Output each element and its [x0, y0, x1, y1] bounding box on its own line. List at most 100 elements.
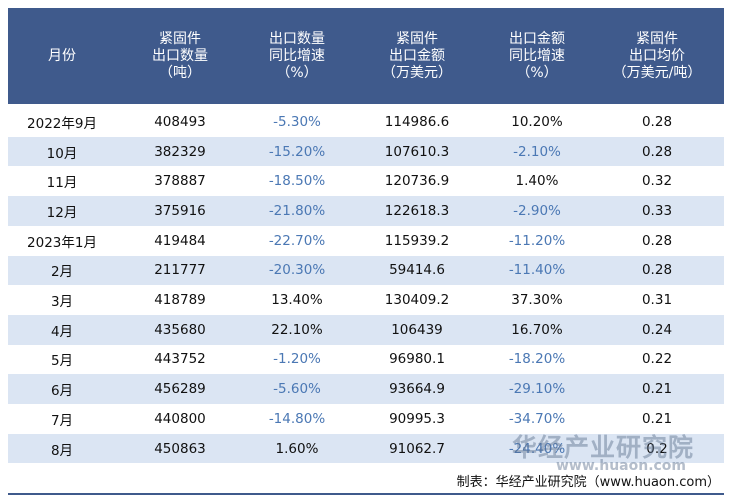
table-cell: -21.80% [268, 202, 326, 219]
table-cell: 0.21 [641, 410, 673, 427]
header-cell: 紧固件 出口均价 （万美元/吨） [592, 8, 722, 104]
table-row: 5月 443752 -1.20% 96980.1 -18.20% 0.22 [8, 345, 724, 375]
header-line: 出口金额 [509, 30, 565, 47]
header-line: （吨） [159, 64, 201, 81]
table-cell: 59414.6 [389, 262, 445, 279]
table-cell: 0.2 [646, 440, 668, 457]
table-cell: 96980.1 [389, 351, 445, 368]
table-cell: 418789 [154, 292, 206, 309]
table-cell: 4月 [50, 323, 74, 340]
table-cell: 3月 [50, 294, 74, 311]
table-cell: 443752 [154, 351, 206, 368]
header-line: 出口数量 [269, 30, 325, 47]
table-cell: 37.30% [511, 292, 563, 309]
table-cell: 0.31 [641, 292, 673, 309]
header-line: 同比增速 [509, 47, 565, 64]
header-line: 月份 [48, 47, 76, 64]
table-cell: 13.40% [271, 292, 323, 309]
table-cell: 0.28 [641, 113, 673, 130]
table-cell: 5月 [50, 353, 74, 370]
table-cell: -2.10% [513, 143, 561, 160]
table-cell: 382329 [154, 143, 206, 160]
header-line: 紧固件 [636, 30, 678, 47]
table-cell: 419484 [154, 232, 206, 249]
table-cell: 375916 [154, 202, 206, 219]
table-cell: 7月 [50, 412, 74, 429]
table-cell: 0.28 [641, 262, 673, 279]
table-cell: 106439 [391, 321, 443, 338]
header-line: （万美元/吨） [612, 64, 702, 81]
table-cell: 0.28 [641, 232, 673, 249]
header-line: 同比增速 [269, 47, 325, 64]
table-cell: 130409.2 [384, 292, 450, 309]
table-cell: 0.28 [641, 143, 673, 160]
table-row: 2023年1月 419484 -22.70% 115939.2 -11.20% 0.28 [8, 226, 724, 256]
table-cell: 1.60% [275, 440, 319, 457]
table-header: 月份 紧固件 出口数量 （吨） 出口数量 同比增速 （%） 紧固件 出口金额 （万美元） 出口金额同… [8, 8, 724, 104]
table-row: 7月 440800 -14.80% 90995.3 -34.70% 0.21 [8, 404, 724, 434]
header-cell: 出口数量 同比增速 （%） [237, 8, 357, 104]
table-cell: 12月 [46, 204, 78, 221]
table-row: 12月 375916 -21.80% 122618.3 -2.90% 0.33 [8, 196, 724, 226]
table-cell: 93664.9 [389, 381, 445, 398]
table-cell: -14.80% [268, 410, 326, 427]
table-cell: -15.20% [268, 143, 326, 160]
header-line: 紧固件 [159, 30, 201, 47]
table-cell: 0.32 [641, 173, 673, 190]
header-line: 出口金额 [389, 47, 445, 64]
table-row: 8月 450863 1.60% 91062.7 -24.40% 0.2 [8, 433, 724, 464]
table-cell: -24.40% [508, 440, 566, 457]
table-cell: 456289 [154, 381, 206, 398]
header-line: （%） [516, 64, 558, 81]
table-cell: -11.40% [508, 262, 566, 279]
table-row: 2月 211777 -20.30% 59414.6 -11.40% 0.28 [8, 255, 724, 286]
table-cell: 91062.7 [389, 440, 445, 457]
bottom-rule [8, 493, 724, 495]
table-cell: 0.24 [641, 321, 673, 338]
table-cell: -29.10% [508, 381, 566, 398]
table-cell: 22.10% [271, 321, 323, 338]
table-cell: 211777 [154, 262, 206, 279]
header-line: 出口均价 [629, 47, 685, 64]
table-cell: 2022年9月 [27, 115, 97, 132]
header-line: 出口数量 [152, 47, 208, 64]
header-line: （%） [276, 64, 318, 81]
table-row: 10月 382329 -15.20% 107610.3 -2.10% 0.28 [8, 136, 724, 167]
table-cell: 107610.3 [384, 143, 450, 160]
header-cell: 月份 [12, 8, 112, 104]
table-cell: -18.50% [268, 173, 326, 190]
table-cell: 2月 [50, 264, 74, 281]
table-cell: 120736.9 [384, 173, 450, 190]
table-cell: 2023年1月 [27, 234, 97, 251]
table-cell: 10.20% [511, 113, 563, 130]
table-row: 2022年9月 408493 -5.30% 114986.6 10.20% 0.28 [8, 107, 724, 137]
table-cell: -11.20% [508, 232, 566, 249]
table-cell: -5.30% [273, 113, 321, 130]
table-cell: 0.33 [641, 202, 673, 219]
table-cell: 10月 [46, 145, 78, 162]
header-cell: 紧固件 出口数量 （吨） [120, 8, 240, 104]
header-cell: 出口金额 同比增速 （%） [477, 8, 597, 104]
table-cell: 115939.2 [384, 232, 450, 249]
table-cell: 0.21 [641, 381, 673, 398]
header-cell: 紧固件 出口金额 （万美元） [357, 8, 477, 104]
source-note: 制表：华经产业研究院（www.huaon.com） [456, 475, 720, 490]
table-cell: 16.70% [511, 321, 563, 338]
table-row: 4月 435680 22.10% 106439 16.70% 0.24 [8, 314, 724, 345]
table-cell: 0.22 [641, 351, 673, 368]
table-cell: 378887 [154, 173, 206, 190]
table-cell: 408493 [154, 113, 206, 130]
table-cell: 6月 [50, 383, 74, 400]
table-cell: -1.20% [273, 351, 321, 368]
table-cell: 114986.6 [384, 113, 450, 130]
table-row: 11月 378887 -18.50% 120736.9 1.40% 0.32 [8, 166, 724, 196]
table-cell: -2.90% [513, 202, 561, 219]
table-cell: 11月 [46, 175, 78, 192]
header-line: 紧固件 [396, 30, 438, 47]
table-cell: 8月 [50, 442, 74, 459]
table-cell: 440800 [154, 410, 206, 427]
table-cell: -5.60% [273, 381, 321, 398]
table-cell: -20.30% [268, 262, 326, 279]
table-cell: 450863 [154, 440, 206, 457]
